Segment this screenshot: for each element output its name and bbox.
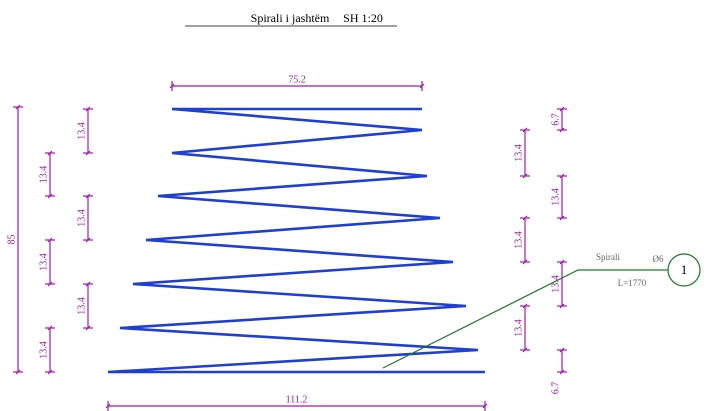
dimensions: 75.2 111.2 85 13.4 13.4 13.4 13.4 13.4 13.4 13.4 1… — [6, 74, 567, 411]
dimension-label: 13.4 — [513, 144, 524, 162]
dimension-tick — [559, 106, 565, 112]
dimension-tick — [85, 325, 91, 331]
dimension-tick — [522, 173, 528, 179]
callout-number: 1 — [681, 262, 688, 277]
dimension-tick — [169, 83, 175, 89]
dimension-tick — [47, 193, 53, 199]
dimension-tick — [522, 215, 528, 221]
dimension-label: 13.4 — [38, 166, 49, 184]
dimension-tick — [85, 281, 91, 287]
title: Spirali i jashtëm — [251, 11, 330, 25]
dimension-tick — [47, 237, 53, 243]
callout-circle — [667, 253, 701, 287]
dimension-label: 6.7 — [550, 382, 561, 395]
leader-line — [382, 269, 668, 369]
dimension-label: 13.4 — [76, 122, 87, 140]
dimension-tick — [47, 325, 53, 331]
dimension-tick — [522, 127, 528, 133]
dimension-tick — [85, 150, 91, 156]
dimension-label: 85 — [6, 235, 17, 245]
dimension-label: 13.4 — [76, 297, 87, 315]
dimension-label: 13.4 — [550, 275, 561, 293]
dimension-tick — [522, 303, 528, 309]
dimension-tick — [482, 403, 488, 409]
dimension-tick — [15, 369, 21, 375]
callout-diameter: Ø6 — [653, 254, 664, 264]
dimension-label: 75.2 — [288, 74, 306, 85]
dimension-label: 13.4 — [38, 253, 49, 271]
dimension-tick — [559, 127, 565, 133]
dimension-tick — [559, 215, 565, 221]
dimension-tick — [559, 303, 565, 309]
dimension-label: 13.4 — [513, 319, 524, 337]
dimension-label: 13.4 — [550, 188, 561, 206]
dimension-label: 13.4 — [513, 231, 524, 249]
scale: SH 1:20 — [343, 11, 383, 25]
callout-length: L=1770 — [618, 278, 647, 288]
dimension-tick — [522, 347, 528, 353]
dimension-tick — [419, 83, 425, 89]
dimension-tick — [85, 193, 91, 199]
dimension-tick — [522, 259, 528, 265]
dimension-tick — [47, 150, 53, 156]
dimension-tick — [559, 259, 565, 265]
dimension-label: 6.7 — [550, 113, 561, 126]
dimension-tick — [559, 173, 565, 179]
dimension-label: 111.2 — [286, 394, 308, 405]
dimension-tick — [85, 106, 91, 112]
dimension-tick — [559, 369, 565, 375]
dimension-label: 13.4 — [76, 209, 87, 227]
dimension-tick — [105, 403, 111, 409]
dimension-tick — [47, 281, 53, 287]
dimension-tick — [47, 369, 53, 375]
callout-label: Spirali — [596, 252, 620, 262]
dimension-tick — [85, 237, 91, 243]
spiral — [107, 107, 485, 374]
dimension-tick — [15, 104, 21, 110]
dimension-label: 13.4 — [38, 341, 49, 359]
dimension-tick — [559, 347, 565, 353]
